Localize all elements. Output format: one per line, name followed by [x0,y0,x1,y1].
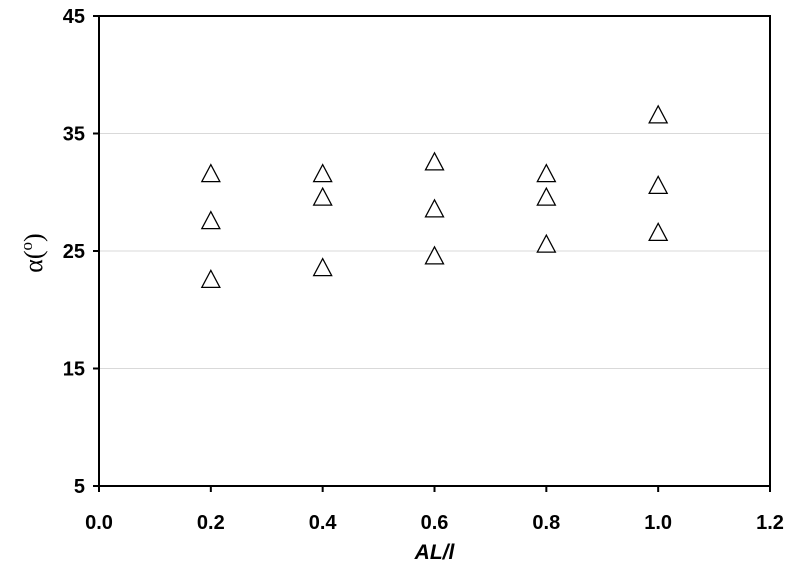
y-axis-label: α(o) [17,233,48,272]
data-point [312,163,333,183]
y-axis-label-base: α( [19,250,48,272]
y-tick-label: 45 [63,6,85,28]
x-tick-label: 0.8 [532,512,560,534]
data-point [536,163,557,183]
x-tick-label: 0.2 [197,512,225,534]
x-axis: 0.0 0.2 0.4 0.6 0.8 1.0 1.2 [85,486,784,534]
data-point [424,245,445,265]
x-axis-label: AL/l [414,541,456,564]
data-point [536,186,557,206]
x-tick-label: 1.0 [644,512,672,534]
data-point [424,198,445,218]
data-point [200,210,221,230]
data-point [648,104,669,124]
y-axis-label-sup: o [17,242,36,251]
data-point [424,151,445,171]
y-tick-label: 25 [63,241,85,263]
y-axis-label-close: ) [19,233,48,242]
y-tick-label: 15 [63,359,85,381]
data-point [312,186,333,206]
x-tick-label: 0.0 [85,512,113,534]
y-tick-label: 5 [74,476,85,498]
data-point [536,233,557,253]
data-points [200,104,669,289]
data-point [200,268,221,289]
data-point [312,257,333,277]
x-tick-label: 0.6 [421,512,449,534]
data-point [648,221,669,242]
x-tick-label: 0.4 [309,512,338,534]
y-tick-label: 35 [63,124,85,146]
y-axis: 5 15 25 35 45 [63,6,99,498]
data-point [648,174,669,195]
x-tick-label: 1.2 [756,512,784,534]
data-point [200,163,221,183]
